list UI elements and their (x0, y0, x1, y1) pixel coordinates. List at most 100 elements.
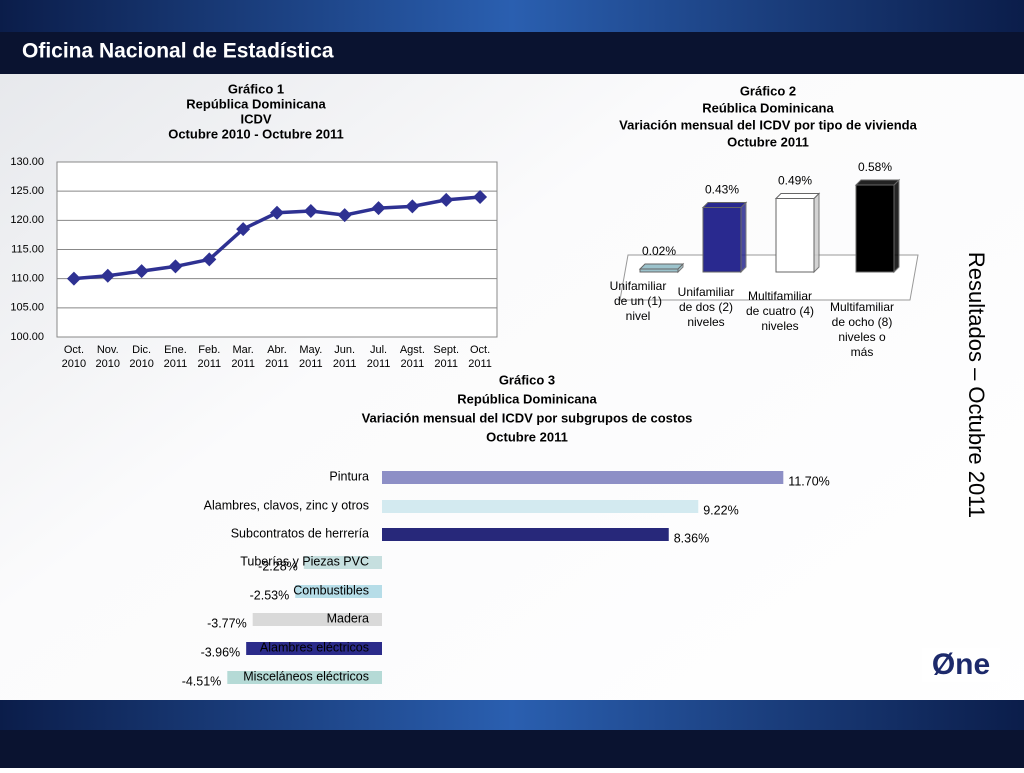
value-label: 0.02% (642, 244, 676, 258)
chart-title: Variación mensual del ICDV por subgrupos… (362, 410, 693, 425)
x-tick-label: Ene. (164, 344, 187, 356)
marker (134, 264, 149, 279)
x-tick-label: de un (1) (614, 294, 662, 308)
x-tick-label: niveles (687, 315, 724, 329)
header-bar (0, 32, 1024, 74)
x-tick-label: más (851, 345, 874, 359)
x-tick-label: Unifamiliar (678, 285, 735, 299)
chart-title: Octubre 2011 (486, 429, 568, 444)
x-tick-label: 2011 (164, 358, 188, 370)
x-tick-label: Oct. (64, 344, 84, 356)
marker (66, 271, 81, 286)
y-tick-label: Alambres, clavos, zinc y otros (204, 498, 369, 512)
y-tick-label: Combustibles (293, 583, 369, 597)
x-tick-label: 2011 (197, 358, 221, 370)
marker (337, 208, 352, 223)
value-label: 0.43% (705, 183, 739, 197)
bar (246, 642, 382, 655)
value-label: 11.70% (788, 474, 829, 488)
x-tick-label: nivel (626, 309, 651, 323)
bar-side (740, 201, 747, 274)
x-tick-label: Multifamiliar (748, 289, 812, 303)
x-tick-label: de ocho (8) (832, 315, 893, 329)
y-tick-label: 130.00 (10, 156, 44, 168)
x-tick-label: 2011 (333, 358, 357, 370)
marker (371, 201, 386, 216)
value-label: -3.77% (207, 616, 247, 630)
x-tick-label: 2011 (265, 358, 289, 370)
y-tick-label: Misceláneos eléctricos (243, 669, 369, 683)
y-tick-label: 115.00 (11, 243, 44, 255)
x-tick-label: 2011 (231, 358, 255, 370)
marker (405, 199, 420, 214)
x-tick-label: 2011 (468, 358, 492, 370)
bar (775, 198, 815, 273)
y-tick-label: Subcontratos de herrería (231, 526, 369, 540)
x-tick-label: Jul. (370, 344, 387, 356)
x-tick-label: de cuatro (4) (746, 304, 814, 318)
x-tick-label: 2010 (96, 358, 120, 370)
value-label: 9.22% (703, 503, 738, 517)
x-tick-label: niveles (761, 319, 798, 333)
marker (303, 204, 318, 218)
x-tick-label: Oct. (470, 344, 490, 356)
marker (236, 222, 251, 237)
x-tick-label: Mar. (232, 344, 253, 356)
y-tick-label: Madera (327, 611, 369, 625)
footer-stripe (0, 700, 1024, 730)
value-label: -3.96% (201, 645, 241, 659)
bar-top (854, 179, 901, 186)
marker (100, 268, 115, 283)
bar-side (893, 178, 900, 274)
bar (855, 184, 895, 273)
y-tick-label: Pintura (329, 469, 369, 483)
floor (619, 254, 919, 301)
bar (382, 471, 784, 484)
value-label: -4.51% (182, 674, 222, 688)
chart-title: ICDV (240, 111, 271, 126)
marker (473, 190, 488, 204)
chart-title: República Dominicana (457, 391, 597, 406)
bar-top (774, 193, 821, 199)
bar (382, 528, 669, 541)
bar-side (813, 192, 820, 274)
logo-box (922, 648, 1000, 682)
x-tick-label: Sept. (433, 344, 459, 356)
y-tick-label: Alambres eléctricos (260, 640, 369, 654)
chart-title: República Dominicana (186, 96, 326, 111)
x-tick-label: Nov. (97, 344, 119, 356)
x-tick-label: 2010 (62, 358, 86, 370)
bar (252, 613, 382, 626)
y-tick-label: 100.00 (10, 331, 44, 343)
y-tick-label: Tuberías y Piezas PVC (240, 554, 369, 568)
bar-top (701, 202, 748, 208)
x-tick-label: May. (299, 344, 322, 356)
header-title: Oficina Nacional de Estadística (22, 40, 334, 63)
value-label: 8.36% (674, 531, 709, 545)
side-title: Resultados – Octubre 2011 (964, 252, 989, 518)
y-tick-label: 105.00 (10, 302, 44, 314)
bar (702, 207, 742, 273)
value-label: -2.53% (250, 588, 290, 602)
bar-top (638, 263, 685, 270)
x-tick-label: Agst. (400, 344, 425, 356)
chart-title: Gráfico 3 (499, 372, 555, 387)
chart-title: Octubre 2011 (727, 134, 809, 149)
x-tick-label: 2010 (129, 358, 153, 370)
x-tick-label: Unifamiliar (610, 279, 667, 293)
x-tick-label: Jun. (334, 344, 355, 356)
x-tick-label: 2011 (367, 358, 391, 370)
chart-title: Gráfico 1 (228, 81, 284, 96)
bar (295, 585, 382, 598)
header-stripe (0, 0, 1024, 32)
bar (382, 500, 699, 513)
chart-title: Variación mensual del ICDV por tipo de v… (619, 117, 917, 132)
x-tick-label: Abr. (267, 344, 287, 356)
x-tick-label: Dic. (132, 344, 151, 356)
y-tick-label: 110.00 (11, 273, 44, 285)
footer-bar (0, 730, 1024, 768)
x-tick-label: Feb. (198, 344, 220, 356)
chart-title: Gráfico 2 (740, 83, 796, 98)
logo: Øne (932, 648, 990, 681)
